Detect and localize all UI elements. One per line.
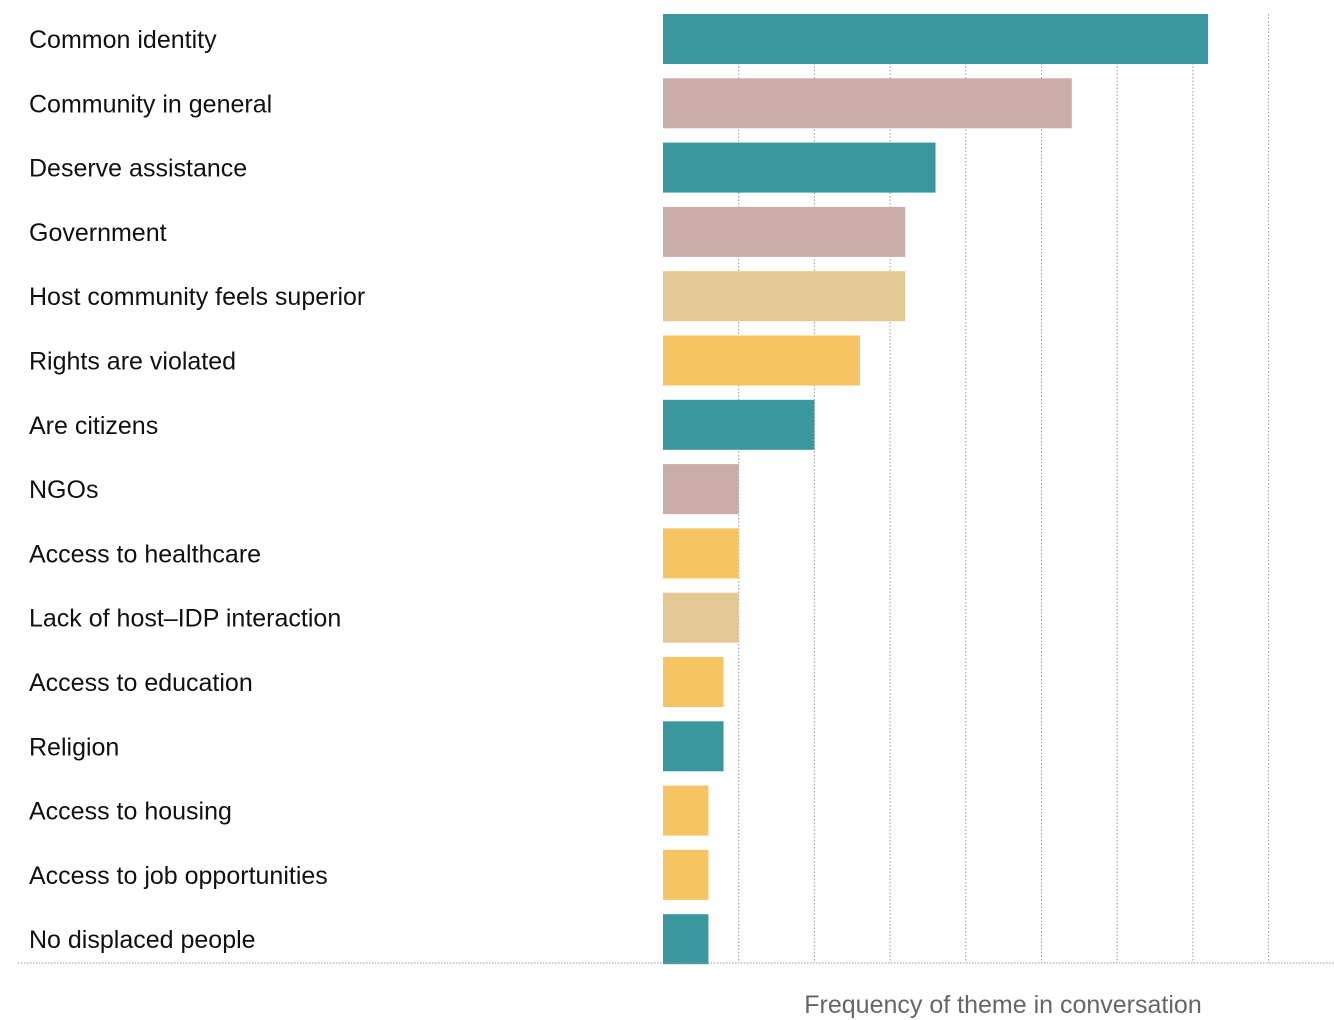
bar bbox=[663, 78, 1072, 129]
bar bbox=[663, 335, 860, 386]
bar bbox=[663, 785, 709, 836]
bar bbox=[663, 271, 906, 322]
bar bbox=[663, 399, 815, 450]
bar bbox=[663, 721, 724, 772]
category-label: Religion bbox=[29, 733, 119, 761]
bar bbox=[663, 142, 936, 193]
category-label: Rights are violated bbox=[29, 348, 236, 376]
bars bbox=[663, 14, 1209, 965]
bar bbox=[663, 464, 739, 515]
category-label: NGOs bbox=[29, 476, 98, 504]
category-label: Community in general bbox=[29, 90, 272, 118]
category-label: Are citizens bbox=[29, 412, 158, 440]
category-label: Access to education bbox=[29, 669, 253, 697]
bar bbox=[663, 592, 739, 643]
bar bbox=[663, 14, 1209, 64]
category-label: Access to job opportunities bbox=[29, 862, 328, 890]
bar bbox=[663, 206, 906, 257]
category-label: Common identity bbox=[29, 26, 217, 54]
category-label: Deserve assistance bbox=[29, 155, 247, 183]
category-label: No displaced people bbox=[29, 926, 256, 954]
category-labels: Common identity Community in general Deser… bbox=[29, 26, 365, 954]
category-label: Access to healthcare bbox=[29, 540, 261, 568]
category-label: Lack of host–IDP interaction bbox=[29, 605, 341, 633]
category-label: Host community feels superior bbox=[29, 283, 365, 311]
category-label: Access to housing bbox=[29, 798, 232, 826]
bar bbox=[663, 849, 709, 900]
category-label: Government bbox=[29, 219, 167, 247]
bar bbox=[663, 657, 724, 707]
bar bbox=[663, 914, 709, 965]
bar bbox=[663, 528, 739, 579]
x-axis-title: Frequency of theme in conversation bbox=[804, 991, 1201, 1019]
